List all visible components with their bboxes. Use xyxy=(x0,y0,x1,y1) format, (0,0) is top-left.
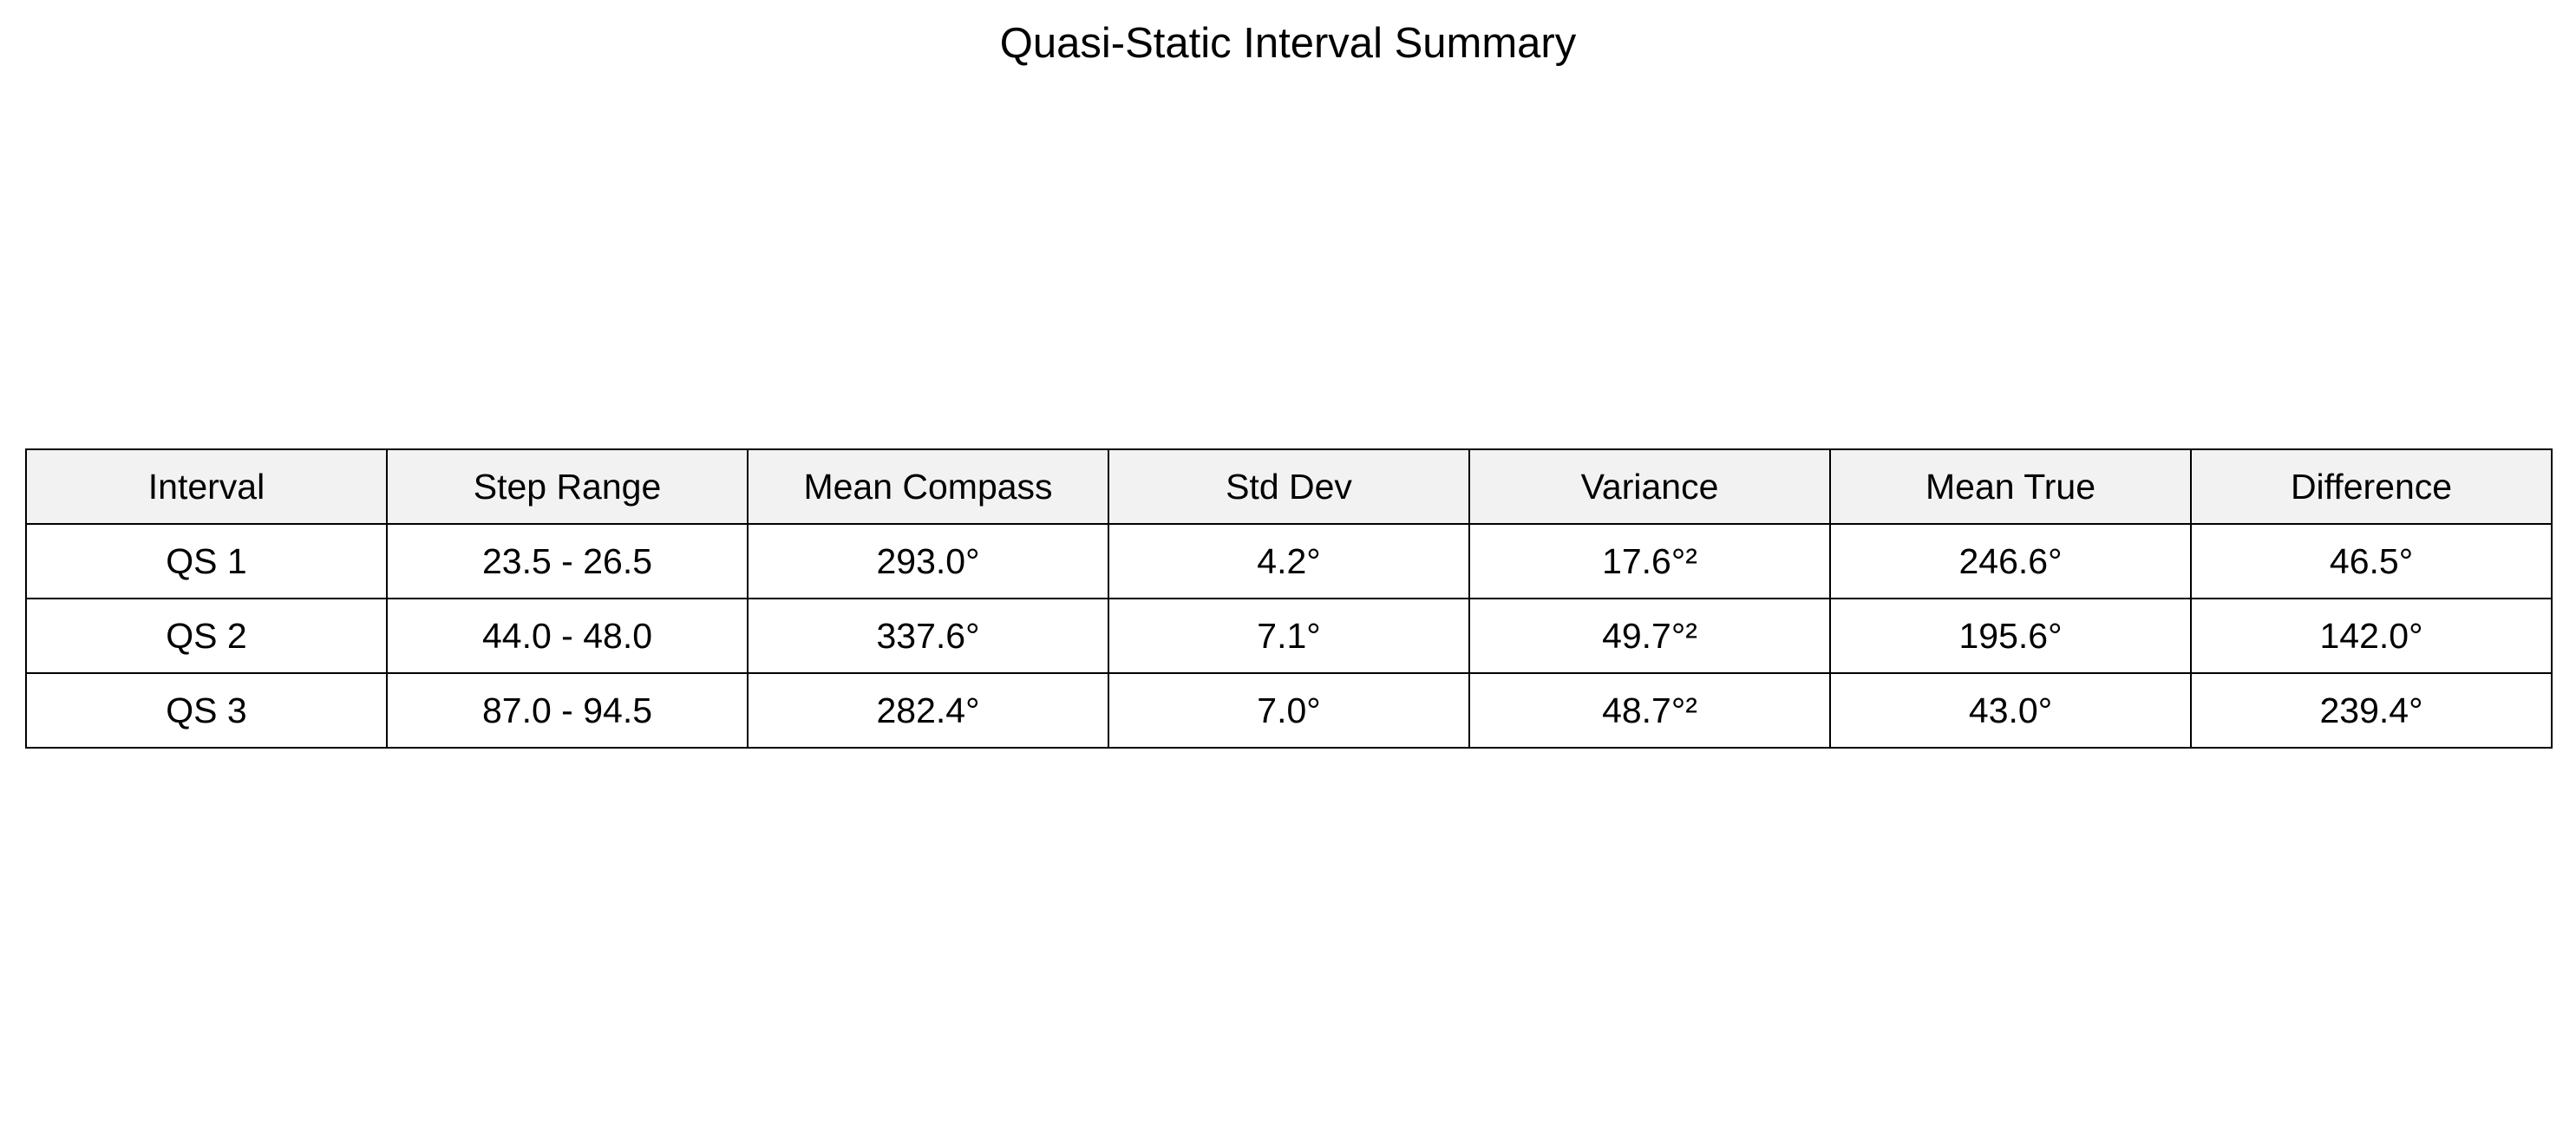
table-cell: 293.0° xyxy=(747,523,1109,599)
table-row: QS 3 87.0 - 94.5 282.4° 7.0° 48.7°² 43.0… xyxy=(25,672,2553,749)
table-cell: 142.0° xyxy=(2190,598,2553,674)
column-header-interval: Interval xyxy=(25,448,388,525)
table-cell: 44.0 - 48.0 xyxy=(386,598,749,674)
table-cell: 17.6°² xyxy=(1468,523,1831,599)
table-row: QS 2 44.0 - 48.0 337.6° 7.1° 49.7°² 195.… xyxy=(25,598,2553,674)
table-cell: 282.4° xyxy=(747,672,1109,749)
table-cell: 246.6° xyxy=(1829,523,2192,599)
column-header-step-range: Step Range xyxy=(386,448,749,525)
table-header-row: Interval Step Range Mean Compass Std Dev… xyxy=(25,448,2553,525)
summary-table: Interval Step Range Mean Compass Std Dev… xyxy=(25,448,2553,749)
table-cell: 7.0° xyxy=(1108,672,1470,749)
table-cell: 48.7°² xyxy=(1468,672,1831,749)
table-cell: QS 1 xyxy=(25,523,388,599)
column-header-mean-true: Mean True xyxy=(1829,448,2192,525)
table-cell: QS 3 xyxy=(25,672,388,749)
column-header-variance: Variance xyxy=(1468,448,1831,525)
table-cell: 239.4° xyxy=(2190,672,2553,749)
table-cell: 4.2° xyxy=(1108,523,1470,599)
table-cell: 46.5° xyxy=(2190,523,2553,599)
table-cell: 87.0 - 94.5 xyxy=(386,672,749,749)
column-header-std-dev: Std Dev xyxy=(1108,448,1470,525)
table-title: Quasi-Static Interval Summary xyxy=(999,20,1577,67)
table-cell: QS 2 xyxy=(25,598,388,674)
summary-table-container: Interval Step Range Mean Compass Std Dev… xyxy=(25,448,2553,749)
table-cell: 195.6° xyxy=(1829,598,2192,674)
table-cell: 23.5 - 26.5 xyxy=(386,523,749,599)
table-cell: 43.0° xyxy=(1829,672,2192,749)
column-header-mean-compass: Mean Compass xyxy=(747,448,1109,525)
table-cell: 337.6° xyxy=(747,598,1109,674)
table-row: QS 1 23.5 - 26.5 293.0° 4.2° 17.6°² 246.… xyxy=(25,523,2553,599)
table-cell: 49.7°² xyxy=(1468,598,1831,674)
table-cell: 7.1° xyxy=(1108,598,1470,674)
column-header-difference: Difference xyxy=(2190,448,2553,525)
